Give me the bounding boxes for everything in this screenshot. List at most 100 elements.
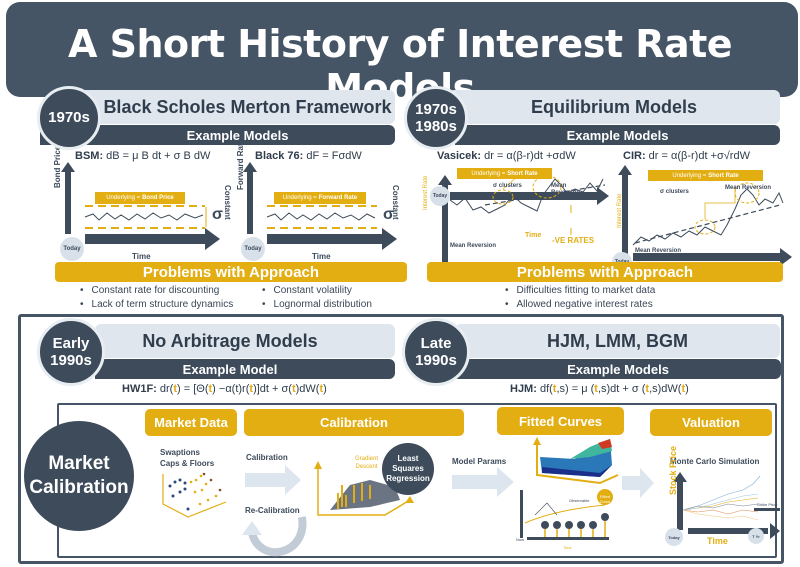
era-badge-1970s: 1970s xyxy=(37,86,101,150)
label-line: Descent xyxy=(355,464,378,470)
formula-part: ) xyxy=(685,383,689,395)
y-axis-label: Stock Price xyxy=(668,445,678,495)
problems-list-bsm-1: Constant rate for discounting Lack of te… xyxy=(80,284,234,312)
recalibration-label: Re-Calibration xyxy=(245,506,300,515)
era-line: Early xyxy=(52,334,90,352)
subheading-no-arbitrage: Example Model xyxy=(95,359,395,379)
vasicek-chart xyxy=(438,174,609,265)
fitted-curve-badge: Fitted Curve xyxy=(599,494,611,504)
underlying-tag: Underlying = Short Rate xyxy=(648,170,763,181)
era-line: 1990s xyxy=(415,352,457,369)
model-formula: dr = α(β-r)dt +σdW xyxy=(484,150,576,162)
x-axis-label: Time xyxy=(563,545,572,550)
subheading-text: Example Model xyxy=(182,361,278,377)
mean-reversion-label: Mean Reversion xyxy=(450,243,497,249)
formula-var: t xyxy=(319,383,324,395)
now-label: Now xyxy=(516,537,525,542)
negative-rates-label: -VE RATES xyxy=(552,236,595,245)
mean-reversion-label: Mean Reversion xyxy=(551,183,581,196)
model-formula: dF = FσdW xyxy=(306,150,362,162)
label-line: Regression xyxy=(386,474,430,483)
sigma-clusters-label: σ clusters xyxy=(493,183,522,189)
formula-part: ) −α(t)r( xyxy=(212,383,250,395)
constant-label: Constant xyxy=(391,185,400,220)
era-badge-late-1990s: Late 1990s xyxy=(402,318,470,386)
formula-var: t xyxy=(681,383,686,395)
formula-part: )dW( xyxy=(295,383,320,395)
problems-banner-equilibrium: Problems with Approach xyxy=(427,262,783,282)
observable-label: Observable xyxy=(569,498,590,503)
problems-list-bsm-2: Constant volatility Lognormal distributi… xyxy=(262,284,372,312)
section-heading-bsm: Black Scholes Merton Framework xyxy=(80,90,395,124)
problem-item: Lack of term structure dynamics xyxy=(80,298,234,312)
problem-item: Constant rate for discounting xyxy=(80,284,233,298)
formula-part: ,s)dt + σ ( xyxy=(597,383,646,395)
label-line: Squares xyxy=(392,464,424,473)
formula-hw1f: HW1F: dr(t) = [Θ(t) −α(t)r(t)]dt + σ(t)d… xyxy=(122,383,327,395)
problem-item: Constant volatility xyxy=(262,284,372,298)
label-line: Swaptions xyxy=(160,448,201,457)
era-label: 1970s 1980s xyxy=(415,101,457,136)
era-badge-1970s-1980s: 1970s 1980s xyxy=(404,86,468,150)
underlying-value: Short Rate xyxy=(708,172,739,179)
formula-var: t xyxy=(249,383,254,395)
era-label: 1970s xyxy=(48,109,90,127)
x-axis-label: Time xyxy=(525,232,542,239)
underlying-tag: Underlying = Short Rate xyxy=(457,168,552,179)
x-axis-label: Time xyxy=(707,536,728,546)
y-axis-label: Bond Price xyxy=(53,145,62,188)
underlying-label: Underlying = xyxy=(471,170,506,177)
era-line: 1990s xyxy=(50,352,92,369)
formula-part: ) xyxy=(323,383,327,395)
heading-text: No Arbitrage Models xyxy=(142,330,318,351)
formula-var: t xyxy=(594,383,598,395)
fitted-curve-chart xyxy=(520,489,613,540)
model-name: Vasicek: xyxy=(437,150,482,162)
formula-part: df( xyxy=(539,383,553,395)
market-data-label: Swaptions Caps & Floors xyxy=(160,447,214,469)
underlying-label: Underlying = xyxy=(106,195,141,201)
recalibration-arrow xyxy=(242,516,307,556)
model-formula: dr = α(β-r)dt +σ√rdW xyxy=(648,150,750,162)
least-squares-circle: Least Squares Regression xyxy=(382,443,434,495)
bottom-frame xyxy=(18,314,784,564)
circle-line: Calibration xyxy=(29,477,129,498)
formula-black76: Black 76: dF = FσdW xyxy=(255,150,362,162)
era-label: Early 1990s xyxy=(50,335,92,370)
model-name: HW1F: xyxy=(122,383,157,395)
label-line: Gradient xyxy=(355,456,379,462)
heading-text: Equilibrium Models xyxy=(530,96,697,117)
section-heading-equilibrium: Equilibrium Models xyxy=(448,90,780,124)
model-name: CIR: xyxy=(623,150,646,162)
problem-item: Lognormal distribution xyxy=(262,298,372,312)
era-line: 1970s xyxy=(415,100,457,118)
circle-label: Least Squares Regression xyxy=(386,454,430,484)
step-valuation: Valuation xyxy=(650,409,772,436)
formula-part: ,s) = μ ( xyxy=(556,383,595,395)
step-calibration: Calibration xyxy=(244,409,464,436)
problems-list-equilibrium: Difficulties fitting to market data Allo… xyxy=(505,284,656,312)
sigma-symbol: σ xyxy=(383,206,394,223)
fitted-surface xyxy=(533,437,619,485)
subheading-bsm: Example Models xyxy=(40,125,395,145)
x-axis-label: Time xyxy=(312,252,331,261)
underlying-tag: Underlying = Forward Rate xyxy=(274,192,366,204)
monte-carlo-title: Monte Carlo Simulation xyxy=(670,457,760,466)
subheading-equilibrium: Example Models xyxy=(455,125,780,145)
era-line: 1980s xyxy=(415,118,457,135)
monte-carlo-chart xyxy=(673,472,780,539)
constant-label: Constant xyxy=(223,185,232,220)
formula-vasicek: Vasicek: dr = α(β-r)dt +σdW xyxy=(437,150,576,162)
calibration-arrow xyxy=(245,465,301,495)
circle-label: Market Calibration xyxy=(29,452,128,500)
formula-hjm: HJM: df(t,s) = μ (t,s)dt + σ (t,s)dW(t) xyxy=(510,383,689,395)
model-name: HJM: xyxy=(510,383,537,395)
cir-chart xyxy=(618,165,792,265)
formula-var: t xyxy=(291,383,296,395)
calibration-surface xyxy=(314,461,414,516)
sigma-clusters-label: σ clusters xyxy=(660,189,689,195)
era-label: Late 1990s xyxy=(415,335,457,370)
gradient-descent-label: Gradient Descent xyxy=(355,455,378,471)
x-axis-label: Time xyxy=(132,252,151,261)
black76-chart xyxy=(243,162,397,250)
